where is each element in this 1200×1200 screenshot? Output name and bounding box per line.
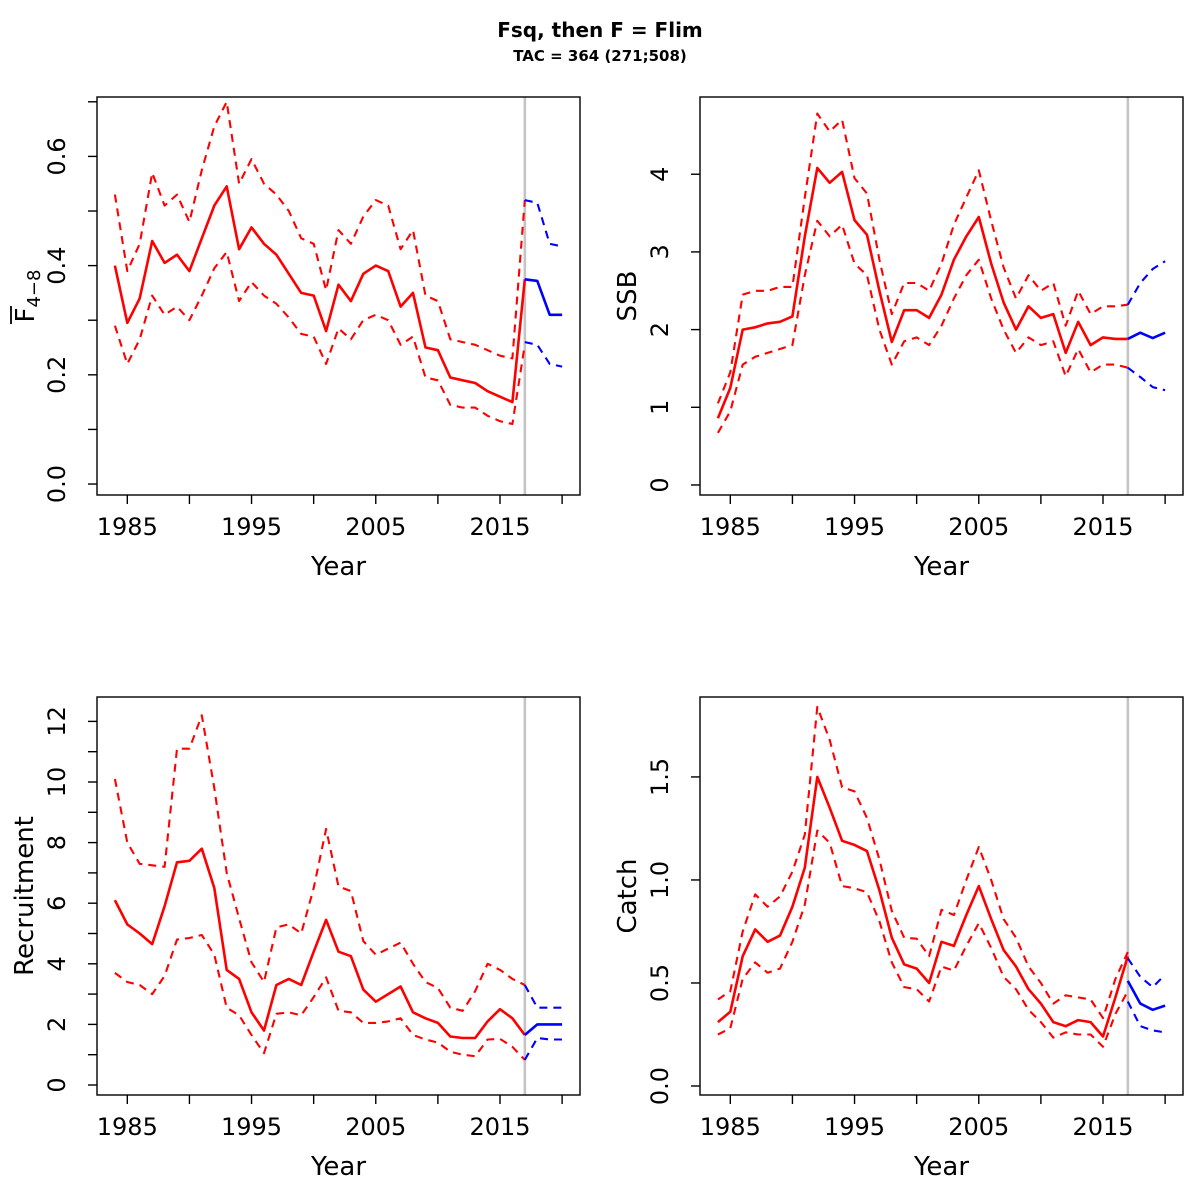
ci-lower-historical-line [717, 829, 1129, 1048]
y-tick-label: 0.0 [43, 465, 71, 503]
figure-subtitle: TAC = 364 (271;508) [513, 47, 687, 65]
y-axis-label: F4−8 [10, 270, 45, 324]
y-tick-label: 6 [43, 896, 71, 911]
x-tick-label: 2005 [948, 1113, 1009, 1141]
median-projection-line [1127, 331, 1166, 341]
ci-lower-projection-line [1127, 366, 1166, 392]
x-axis-label: Year [913, 1152, 969, 1182]
y-axis-label: SSB [613, 271, 643, 322]
y-tick-label: 0.5 [646, 964, 674, 1002]
median-historical-line [716, 166, 1128, 419]
x-tick-label: 1995 [824, 1113, 885, 1141]
y-tick-label: 0.6 [43, 137, 71, 175]
x-tick-label: 1985 [97, 513, 158, 541]
panel-catch: 1985 1995 2005 2015 0.0 0.5 1.0 1.5 Year Catch [613, 696, 1184, 1182]
plot-frame [699, 96, 1184, 496]
y-tick-label: 0.4 [43, 247, 71, 285]
x-tick-label: 1985 [97, 1113, 158, 1141]
x-tick-label: 1985 [700, 513, 761, 541]
x-tick-label: 2015 [1072, 1113, 1133, 1141]
figure-title: Fsq, then F = Flim [497, 18, 703, 42]
y-axis-label-text: F4−8 [11, 270, 45, 323]
x-tick-label: 1995 [824, 513, 885, 541]
y-tick-label: 10 [43, 767, 71, 798]
y-tick-label: 2 [646, 322, 674, 337]
x-tick-label: 2015 [469, 1113, 530, 1141]
panel-f4-8: 1985 1995 2005 2015 0.0 0.2 0.4 0.6 Year F4−8 [10, 96, 581, 582]
x-tick-label: 1985 [700, 1113, 761, 1141]
x-axis-label: Year [913, 552, 969, 582]
y-tick-label: 8 [43, 835, 71, 850]
x-axis-label: Year [310, 552, 366, 582]
y-tick-label: 0.2 [43, 356, 71, 394]
panel-recruitment: 1985 1995 2005 2015 0 2 4 6 8 10 12 Year Recruitment [10, 696, 581, 1182]
y-tick-label: 0 [646, 477, 674, 492]
ci-lower-projection-line [524, 341, 563, 368]
median-projection-line [524, 278, 563, 317]
x-axis-label: Year [310, 1152, 366, 1182]
x-tick-label: 2005 [345, 1113, 406, 1141]
ci-lower-historical-line [716, 219, 1129, 434]
y-tick-label: 1.5 [646, 758, 674, 796]
median-projection-line [523, 1023, 563, 1036]
median-projection-line [1126, 980, 1166, 1012]
y-tick-label: 1.0 [646, 861, 674, 899]
y-tick-label: 2 [43, 1017, 71, 1032]
ci-upper-projection-line [1126, 260, 1166, 306]
y-tick-label: 0.0 [646, 1067, 674, 1105]
ci-lower-historical-line [113, 250, 526, 426]
x-tick-label: 2015 [469, 513, 530, 541]
median-historical-line [113, 847, 526, 1040]
ci-lower-historical-line [114, 933, 526, 1061]
ci-upper-historical-line [113, 100, 526, 360]
y-tick-label: 12 [43, 706, 71, 737]
y-tick-label: 4 [646, 167, 674, 182]
ci-lower-projection-line [1126, 1001, 1166, 1034]
plot-frame [96, 696, 581, 1096]
y-tick-label: 1 [646, 400, 674, 415]
ci-upper-projection-line [1126, 957, 1166, 989]
x-tick-label: 1995 [221, 513, 282, 541]
plot-frame [96, 96, 581, 496]
plot-frame [699, 696, 1184, 1096]
y-tick-label: 0 [43, 1077, 71, 1092]
panel-ssb: 1985 1995 2005 2015 0 1 2 3 4 Year SSB [613, 96, 1184, 582]
y-tick-label: 4 [43, 956, 71, 971]
ci-lower-projection-line [523, 1036, 563, 1061]
ci-upper-historical-line [716, 112, 1128, 404]
median-historical-line [717, 775, 1130, 1038]
y-axis-label: Catch [613, 858, 643, 933]
y-tick-label: 3 [646, 244, 674, 259]
ci-upper-projection-line [524, 199, 563, 248]
ci-upper-historical-line [717, 705, 1129, 1020]
x-tick-label: 1995 [221, 1113, 282, 1141]
x-tick-label: 2005 [948, 513, 1009, 541]
x-tick-label: 2015 [1072, 513, 1133, 541]
median-historical-line [113, 185, 527, 404]
ci-upper-projection-line [523, 984, 563, 1009]
ci-upper-historical-line [113, 714, 526, 1012]
y-axis-label: Recruitment [10, 816, 40, 976]
x-tick-label: 2005 [345, 513, 406, 541]
